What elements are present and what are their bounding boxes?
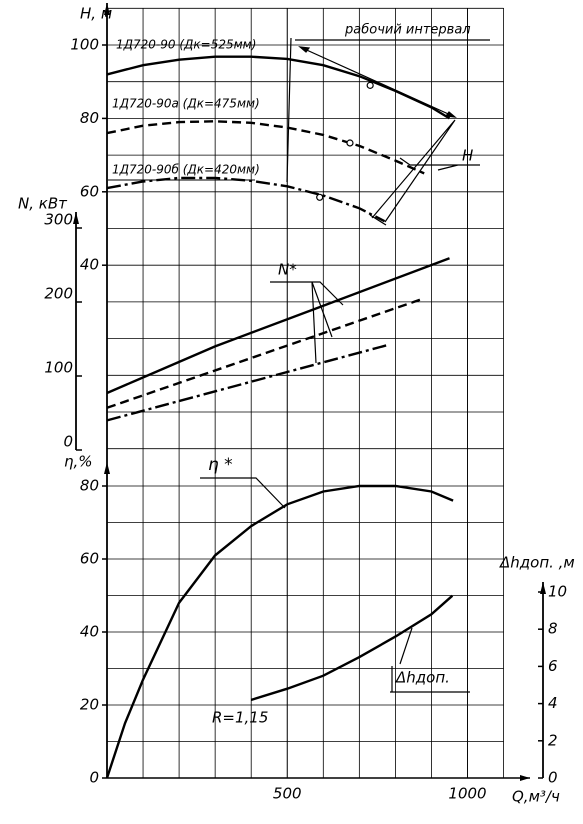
x-axis-arrow <box>520 775 530 781</box>
y-tick-label: 40 <box>80 256 99 274</box>
series-label: η * <box>208 455 233 475</box>
y-tick-label: 40 <box>80 623 99 641</box>
y-tick-label: 300 <box>44 211 73 229</box>
n-axis-label: N, кВт <box>18 195 68 213</box>
y-tick-label: 60 <box>80 182 99 200</box>
series-label: 1Д720-90 (Дк=525мм) <box>116 38 256 52</box>
annotation: R=1,15 <box>212 709 268 727</box>
leader <box>200 477 286 509</box>
annotation: N* <box>278 261 297 279</box>
y-tick-label: 60 <box>80 550 99 568</box>
curve <box>105 484 454 779</box>
eta-axis-arrow <box>104 462 110 474</box>
y2-tick-label: 2 <box>548 731 558 749</box>
annotation: H <box>462 147 473 165</box>
y-tick-label: 80 <box>80 109 99 127</box>
y2-tick-label: 4 <box>548 694 558 712</box>
dh-axis-label: Δhдоп. ,м <box>499 554 575 572</box>
y2-tick-label: 6 <box>548 657 558 675</box>
y-tick-label: 20 <box>80 696 99 714</box>
h-axis-label: H, м <box>80 5 112 23</box>
n-axis-arrow <box>73 212 79 224</box>
y-tick-label: 0 <box>63 433 73 451</box>
curve <box>106 257 450 395</box>
curve <box>106 55 451 120</box>
annotation: рабочий интервал <box>344 23 471 38</box>
x-axis-label: Q,м³/ч <box>512 788 560 806</box>
dh-axis-arrow <box>540 582 546 594</box>
y2-tick-label: 0 <box>548 769 558 787</box>
x-tick-label: 500 <box>273 785 302 803</box>
y-tick-label: 0 <box>89 769 99 787</box>
curve <box>106 343 389 422</box>
leader <box>399 157 480 171</box>
y-tick-label: 80 <box>80 477 99 495</box>
y2-tick-label: 8 <box>548 620 558 638</box>
h-axis-arrow <box>104 3 110 15</box>
curve <box>250 594 454 702</box>
point-marker <box>366 81 374 89</box>
series-label: 1Д720-90а (Дк=475мм) <box>112 97 260 111</box>
eta-axis-label: η,% <box>64 453 93 471</box>
y-tick-label: 200 <box>44 285 73 303</box>
leader <box>270 281 344 364</box>
y2-tick-label: 10 <box>548 583 567 601</box>
leader <box>286 37 490 226</box>
point-marker <box>316 193 324 201</box>
leader <box>390 627 470 693</box>
series-label: Δhдоп. <box>395 669 450 687</box>
curve <box>106 176 386 223</box>
x-tick-label: 1000 <box>448 785 486 803</box>
series-label: 1Д720-90б (Дк=420мм) <box>112 163 260 177</box>
y-tick-label: 100 <box>70 36 99 54</box>
point-marker <box>346 139 354 147</box>
y-tick-label: 100 <box>44 359 73 377</box>
